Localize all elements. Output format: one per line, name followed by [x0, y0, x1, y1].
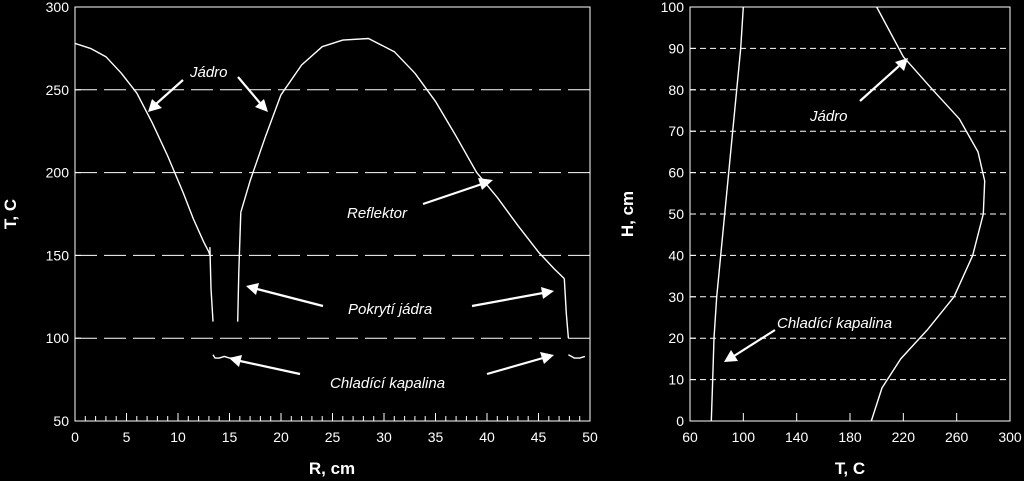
annotation-jadro-left: Jádro — [189, 64, 228, 81]
left-series-line — [240, 37, 416, 213]
right-x-tick-label: 100 — [732, 429, 756, 445]
left-y-tick-label: 200 — [46, 165, 70, 181]
left-y-tick-label: 250 — [46, 82, 70, 98]
left-series-line — [414, 72, 565, 280]
left-x-tick-label: 30 — [376, 429, 392, 445]
right-chart: 60 100 140 180 220 260 300 0 10 20 30 40 50 60 70 80 90 1… — [618, 0, 1022, 478]
left-y-tick-label: 300 — [46, 0, 70, 15]
right-y-tick-label: 70 — [668, 123, 684, 139]
annotation-chladici-kapalina-right: Chladící kapalina — [777, 315, 892, 332]
right-x-tick-label: 300 — [998, 429, 1022, 445]
annotation-chladici-kapalina-left: Chladící kapalina — [330, 375, 445, 392]
left-y-tick-label: 100 — [46, 330, 70, 346]
left-plot-frame — [74, 6, 591, 422]
left-x-tick-label: 45 — [531, 429, 547, 445]
annotation-jadro-right: Jádro — [809, 108, 848, 125]
left-series-line — [568, 354, 586, 359]
right-x-tick-label: 60 — [682, 429, 698, 445]
right-x-tick-label: 180 — [838, 429, 862, 445]
right-series-line — [710, 7, 744, 421]
right-ticks: 60 100 140 180 220 260 300 0 10 20 30 40 50 60 70 80 90 1… — [661, 0, 1022, 445]
right-y-tick-label: 50 — [668, 206, 684, 222]
arrow-jadro-right — [859, 58, 908, 102]
left-gridlines — [75, 89, 590, 339]
arrow-chladici-right-chart — [724, 329, 776, 362]
left-x-tick-label: 15 — [222, 429, 238, 445]
annotation-pokryti-jadra: Pokrytí jádra — [348, 301, 432, 318]
right-x-tick-label: 220 — [892, 429, 916, 445]
arrow-chladici-right — [486, 352, 554, 376]
left-y-tick-label: 150 — [46, 247, 70, 263]
left-x-tick-label: 35 — [428, 429, 444, 445]
left-chart: 0 5 10 15 20 25 30 35 40 45 50 50 100 150 200 250 300 R,… — [1, 0, 598, 478]
left-series-line — [563, 278, 570, 339]
right-x-tick-label: 260 — [945, 429, 969, 445]
left-y-axis-label: T, C — [1, 199, 20, 229]
left-ticks: 0 5 10 15 20 25 30 35 40 45 50 50 100 150 200 250 300 — [46, 0, 598, 445]
right-y-tick-label: 10 — [668, 372, 684, 388]
annotation-reflektor: Reflektor — [347, 205, 408, 222]
right-y-tick-label: 90 — [668, 40, 684, 56]
left-x-tick-label: 40 — [479, 429, 495, 445]
right-y-tick-label: 100 — [661, 0, 685, 15]
right-y-tick-label: 30 — [668, 289, 684, 305]
left-series-line — [237, 212, 242, 322]
left-series-line — [209, 247, 214, 322]
left-x-tick-label: 5 — [123, 429, 131, 445]
right-y-tick-label: 40 — [668, 247, 684, 263]
left-curves — [75, 37, 586, 359]
left-x-tick-label: 25 — [325, 429, 341, 445]
left-x-tick-label: 50 — [582, 429, 598, 445]
right-y-tick-label: 60 — [668, 165, 684, 181]
arrow-pokryti-right — [471, 287, 554, 308]
right-gridlines — [690, 47, 1010, 381]
arrow-pokryti-left — [246, 283, 324, 308]
right-y-axis-label: H, cm — [618, 191, 637, 237]
arrow-jadro-to-left-curve — [148, 79, 184, 112]
arrow-jadro-to-right-curve — [237, 76, 268, 112]
left-series-line — [75, 42, 211, 256]
right-x-axis-label: T, C — [835, 459, 865, 478]
right-y-tick-label: 20 — [668, 330, 684, 346]
right-curves — [710, 7, 986, 421]
left-y-tick-label: 50 — [53, 413, 69, 429]
arrow-chladici-left — [229, 355, 301, 376]
right-y-tick-label: 0 — [676, 413, 684, 429]
left-x-tick-label: 10 — [170, 429, 186, 445]
right-x-tick-label: 140 — [785, 429, 809, 445]
right-series-line — [870, 7, 986, 421]
left-x-axis-label: R, cm — [309, 459, 355, 478]
arrow-reflektor — [422, 178, 493, 206]
left-x-tick-label: 0 — [71, 429, 79, 445]
left-x-tick-label: 20 — [273, 429, 289, 445]
right-y-tick-label: 80 — [668, 82, 684, 98]
